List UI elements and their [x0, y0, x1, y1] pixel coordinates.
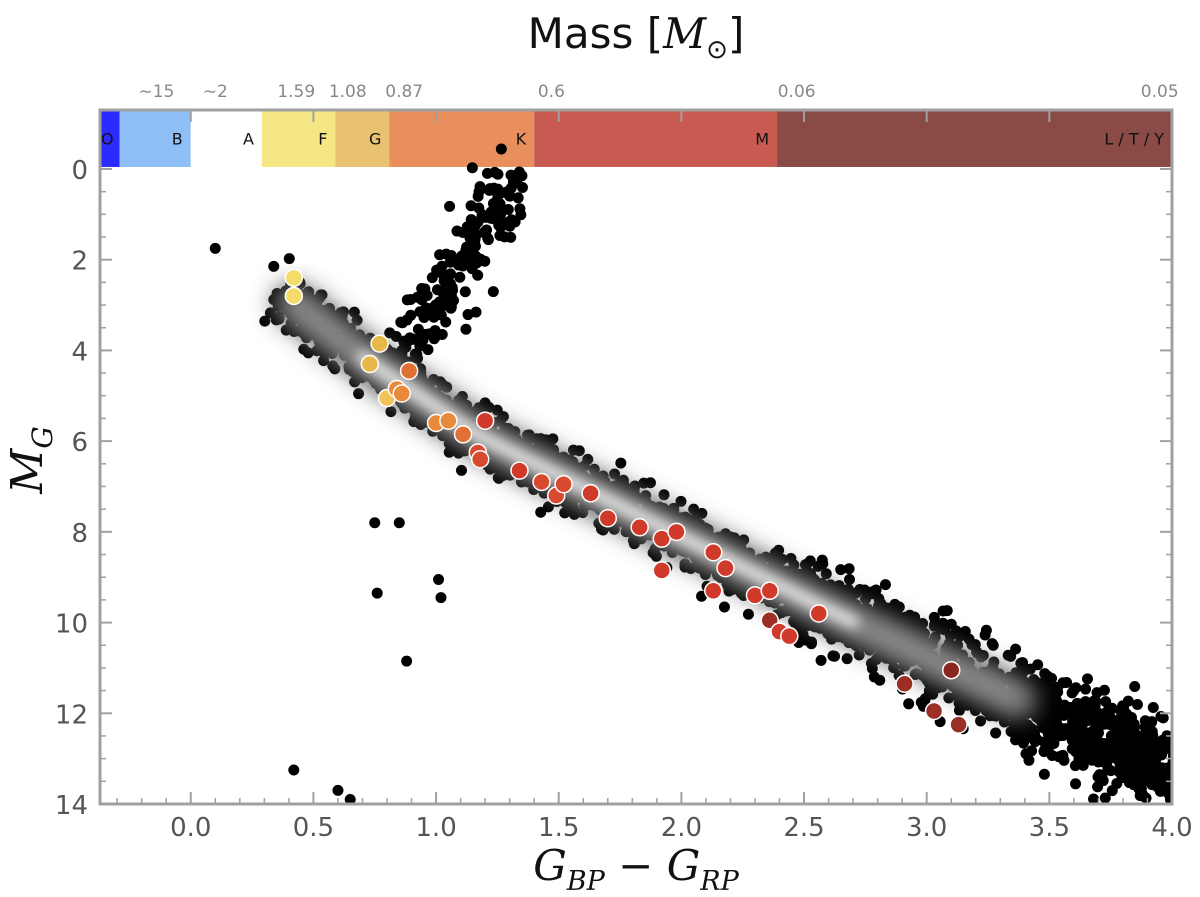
- highlighted-star: [780, 626, 799, 646]
- highlighted-star: [439, 411, 458, 430]
- mass-label: ∼15: [138, 82, 174, 102]
- mass-label: 0.05: [1141, 82, 1179, 102]
- mass-label: 0.06: [778, 82, 816, 102]
- mass-label: 1.08: [329, 82, 367, 102]
- y-axis-label: MG: [2, 426, 59, 494]
- highlighted-star: [284, 286, 304, 306]
- band-label: A: [243, 129, 254, 148]
- y-tick-label: 10: [55, 610, 88, 640]
- highlighted-star: [370, 334, 389, 353]
- y-tick-label: 6: [71, 428, 88, 458]
- y-tick-label: 4: [71, 337, 88, 367]
- highlighted-star: [453, 425, 473, 444]
- band-label: B: [172, 129, 183, 148]
- highlighted-star: [470, 450, 490, 469]
- band-lty: [777, 110, 1172, 167]
- x-tick-label: 3.0: [906, 813, 947, 843]
- mass-label: 0.87: [385, 82, 423, 102]
- highlighted-star: [510, 461, 529, 480]
- x-tick-label: 0.5: [293, 813, 334, 843]
- band-f: [261, 110, 336, 167]
- highlighted-star: [284, 268, 304, 288]
- highlighted-star: [941, 660, 961, 680]
- highlighted-star: [399, 361, 419, 381]
- x-tick-label: 3.5: [1029, 813, 1070, 843]
- band-label: M: [755, 129, 769, 148]
- highlighted-star: [949, 715, 968, 734]
- highlighted-star: [667, 522, 686, 542]
- mass-label: 0.6: [538, 82, 565, 102]
- highlighted-star: [581, 484, 600, 503]
- highlighted-star: [475, 411, 495, 430]
- mass-label: 1.59: [277, 82, 315, 102]
- mass-axis-title: Mass [M⊙]: [528, 9, 745, 65]
- spectral-type-bands: O B A F G K M L / T / Y: [100, 110, 1172, 167]
- highlighted-stars: [284, 268, 968, 734]
- highlighted-star: [924, 701, 944, 721]
- x-axis-label: GBP − GRP: [533, 841, 739, 897]
- y-tick-label: 2: [71, 247, 88, 277]
- highlighted-star: [630, 518, 649, 537]
- highlighted-star: [760, 581, 779, 601]
- x-tick-label: 4.0: [1151, 813, 1192, 843]
- band-label: G: [369, 129, 381, 148]
- highlighted-star: [652, 561, 672, 580]
- mass-label: ∼2: [203, 82, 228, 102]
- highlighted-star: [360, 354, 380, 374]
- highlighted-star: [809, 604, 829, 623]
- mass-tick-labels: ∼15 ∼2 1.59 1.08 0.87 0.6 0.06 0.05: [138, 82, 1178, 102]
- band-o: [100, 110, 120, 167]
- band-label: L / T / Y: [1104, 129, 1164, 148]
- band-k: [389, 110, 535, 167]
- y-tick-label: 14: [55, 791, 88, 821]
- band-label: O: [101, 129, 114, 148]
- x-tick-label: 1.0: [415, 813, 456, 843]
- highlighted-star: [598, 508, 618, 528]
- highlighted-star: [704, 543, 723, 562]
- y-tick-label: 0: [71, 156, 88, 186]
- x-tick-label: 0.0: [170, 813, 211, 843]
- band-a: [190, 110, 262, 167]
- highlighted-star: [554, 474, 573, 494]
- highlighted-star: [532, 472, 551, 492]
- x-tick-label: 2.0: [661, 813, 702, 843]
- background-star-scatter: [209, 143, 1172, 804]
- highlighted-star: [392, 384, 411, 403]
- x-tick-label: 2.5: [783, 813, 824, 843]
- highlighted-star: [716, 558, 735, 578]
- y-tick-label: 8: [71, 519, 88, 549]
- density-core: [273, 283, 1038, 720]
- band-m: [534, 110, 778, 167]
- y-tick-label: 12: [55, 700, 88, 730]
- x-axis-ticks: 0.0 0.5 1.0 1.5 2.0 2.5 3.0 3.5 4.0: [116, 110, 1193, 843]
- band-label: F: [318, 129, 327, 148]
- highlighted-star: [895, 674, 914, 694]
- y-axis-ticks: 0 2 4 6 8 10 12 14: [55, 156, 1172, 821]
- band-label: K: [516, 129, 527, 148]
- band-g: [335, 110, 390, 167]
- x-tick-label: 1.5: [538, 813, 579, 843]
- plot-frame: [98, 108, 1174, 806]
- highlighted-star: [704, 581, 723, 601]
- band-b: [119, 110, 191, 167]
